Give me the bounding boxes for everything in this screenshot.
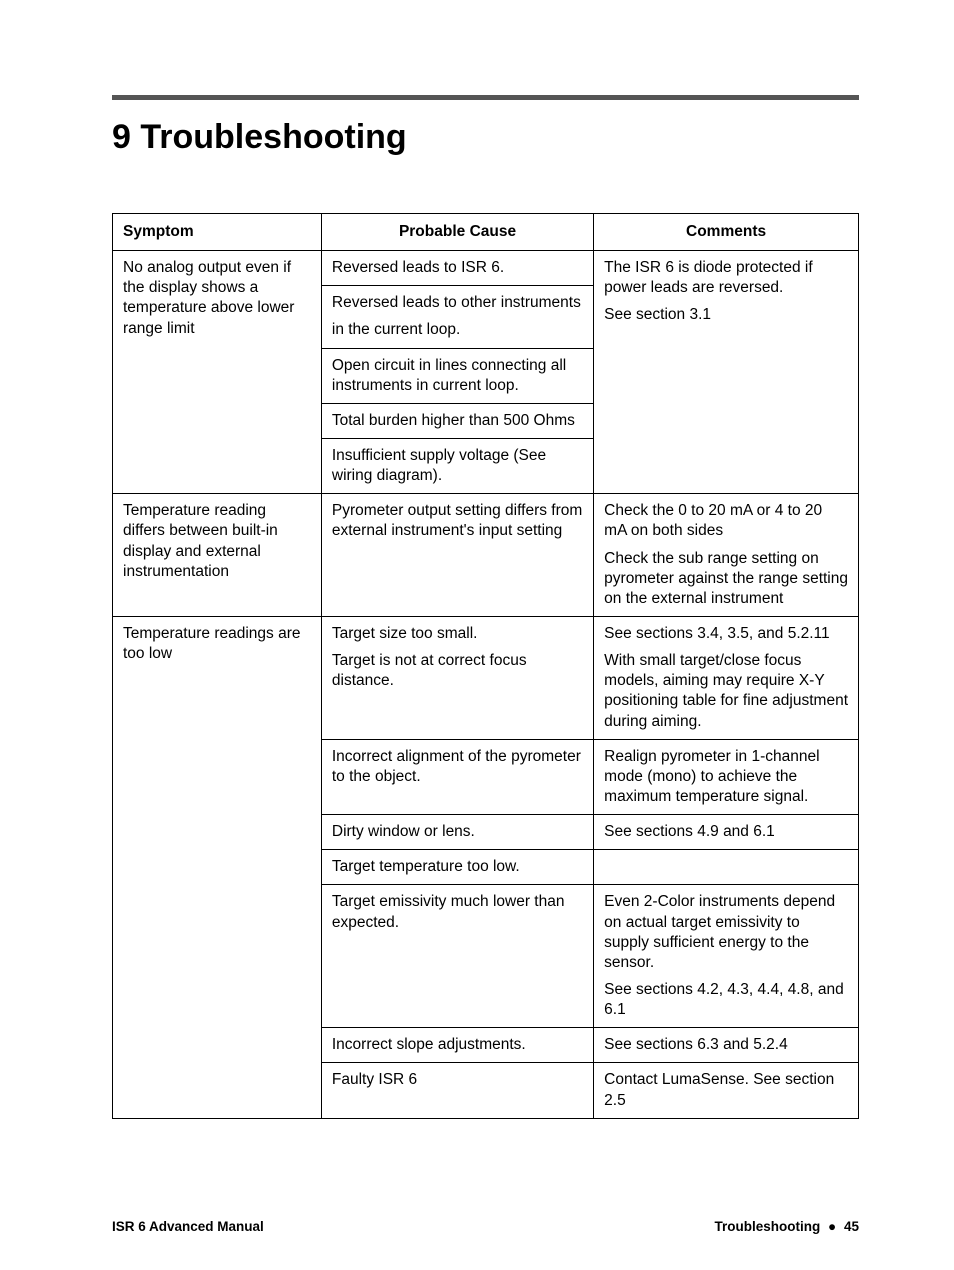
footer-section-label: Troubleshooting (715, 1219, 821, 1234)
table-row: No analog output even if the display sho… (113, 251, 859, 286)
comment-line: See section 3.1 (604, 305, 848, 325)
cell-cause: Insufficient supply voltage (See wiring … (321, 438, 593, 493)
cell-symptom: No analog output even if the display sho… (113, 251, 322, 494)
cell-symptom: Temperature reading differs between buil… (113, 494, 322, 617)
cell-cause: Target temperature too low. (321, 850, 593, 885)
cell-cause: Incorrect alignment of the pyrometer to … (321, 739, 593, 814)
cell-cause: Target size too small. Target is not at … (321, 616, 593, 739)
comment-line: See sections 4.2, 4.3, 4.4, 4.8, and 6.1 (604, 980, 848, 1020)
cell-comments: See sections 4.9 and 6.1 (594, 815, 859, 850)
footer-page-number: 45 (844, 1219, 859, 1234)
cell-comments (594, 850, 859, 885)
cell-comments: Check the 0 to 20 mA or 4 to 20 mA on bo… (594, 494, 859, 617)
cell-comments: Contact LumaSense. See section 2.5 (594, 1063, 859, 1118)
top-rule (112, 95, 859, 100)
chapter-number: 9 (112, 118, 131, 156)
comment-line: With small target/close focus models, ai… (604, 651, 848, 732)
page-footer: ISR 6 Advanced Manual Troubleshooting ● … (112, 1219, 859, 1234)
th-symptom: Symptom (113, 214, 322, 251)
cell-comments: Realign pyrometer in 1-channel mode (mon… (594, 739, 859, 814)
comment-line: See sections 3.4, 3.5, and 5.2.11 (604, 624, 848, 644)
chapter-heading: 9 Troubleshooting (112, 118, 859, 157)
comment-line: The ISR 6 is diode protected if power le… (604, 258, 848, 298)
cell-cause: Reversed leads to other instruments in t… (321, 286, 593, 348)
cell-comments: See sections 3.4, 3.5, and 5.2.11 With s… (594, 616, 859, 739)
cell-cause: Open circuit in lines connecting all ins… (321, 348, 593, 403)
table-row: Temperature reading differs between buil… (113, 494, 859, 617)
th-comments: Comments (594, 214, 859, 251)
cell-cause: Pyrometer output setting differs from ex… (321, 494, 593, 617)
troubleshooting-table: Symptom Probable Cause Comments No analo… (112, 213, 859, 1119)
cell-cause: Reversed leads to ISR 6. (321, 251, 593, 286)
cell-cause: Target emissivity much lower than expect… (321, 885, 593, 1028)
cell-comments: Even 2-Color instruments depend on actua… (594, 885, 859, 1028)
comment-line: Even 2-Color instruments depend on actua… (604, 892, 848, 973)
footer-left: ISR 6 Advanced Manual (112, 1219, 264, 1234)
cause-line: Reversed leads to other instruments (332, 293, 583, 313)
cause-line: Target is not at correct focus distance. (332, 651, 583, 691)
cell-symptom: Temperature readings are too low (113, 616, 322, 1118)
cell-comments: The ISR 6 is diode protected if power le… (594, 251, 859, 494)
table-header-row: Symptom Probable Cause Comments (113, 214, 859, 251)
th-cause: Probable Cause (321, 214, 593, 251)
cell-cause: Faulty ISR 6 (321, 1063, 593, 1118)
cell-cause: Dirty window or lens. (321, 815, 593, 850)
bullet-icon: ● (824, 1219, 840, 1234)
cell-cause: Incorrect slope adjustments. (321, 1028, 593, 1063)
chapter-title: Troubleshooting (140, 118, 406, 156)
cause-line: Target size too small. (332, 624, 583, 644)
cause-line: in the current loop. (332, 320, 583, 340)
comment-line: Check the 0 to 20 mA or 4 to 20 mA on bo… (604, 501, 848, 541)
table-row: Temperature readings are too low Target … (113, 616, 859, 739)
comment-line: Check the sub range setting on pyrometer… (604, 549, 848, 609)
cell-cause: Total burden higher than 500 Ohms (321, 403, 593, 438)
cell-comments: See sections 6.3 and 5.2.4 (594, 1028, 859, 1063)
footer-right: Troubleshooting ● 45 (715, 1219, 859, 1234)
